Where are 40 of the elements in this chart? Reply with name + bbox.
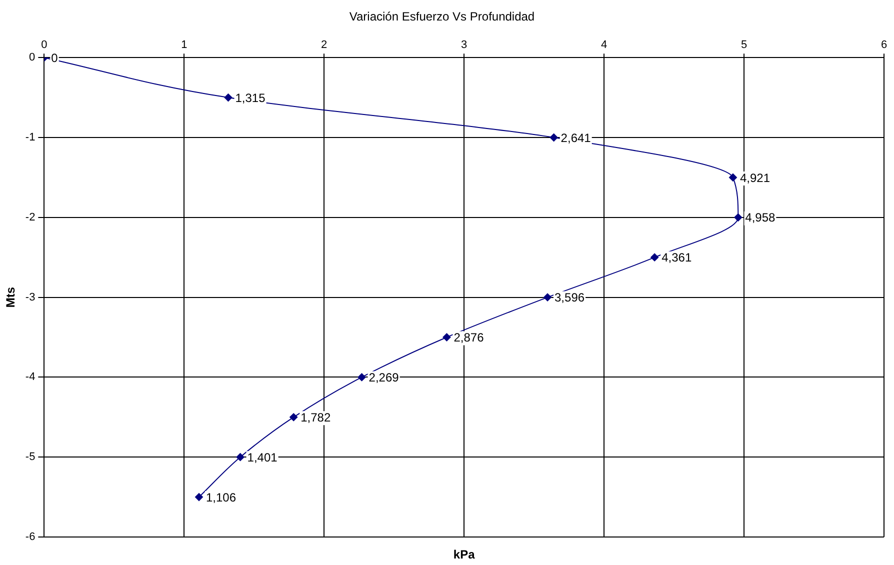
x-tick-label: 4 [601, 39, 608, 52]
x-tick-label: 1 [181, 39, 188, 52]
y-tick-label: -1 [25, 132, 36, 144]
point [358, 373, 366, 382]
y-tick-label: 0 [29, 52, 36, 64]
point [544, 293, 552, 302]
y-tick-label: -3 [25, 291, 36, 304]
x-tick-label: 0 [41, 39, 48, 52]
point [194, 493, 203, 502]
x-tick-label: 3 [461, 39, 468, 52]
y-tick-label: -5 [25, 451, 36, 464]
annotation: 1,401 [247, 450, 278, 464]
y-tick-label: -6 [25, 531, 36, 544]
annotation: 1,106 [206, 490, 236, 504]
annotation: 2,269 [368, 370, 400, 385]
annotation: 1,782 [300, 410, 331, 424]
annotation: 4,361 [662, 250, 692, 265]
point [650, 253, 659, 262]
annotation: 2,641 [560, 130, 592, 145]
annotation: 0 [51, 50, 58, 65]
point [224, 94, 232, 102]
x-tick-label: 6 [880, 39, 888, 52]
annotation: 1,315 [235, 90, 266, 105]
y-tick-label: -4 [25, 371, 36, 384]
annotation: 3,596 [554, 290, 585, 305]
point [236, 453, 244, 462]
y-tick-label: -2 [25, 211, 36, 224]
annotation: 4,921 [740, 170, 770, 185]
x-axis-title: kPa [453, 547, 476, 562]
chart-title: Variación Esfuerzo Vs Profundidad [349, 10, 535, 24]
point [290, 413, 298, 422]
x-tick-label: 5 [740, 39, 748, 52]
x-tick-label: 2 [321, 39, 328, 52]
annotation: 2,876 [454, 330, 484, 345]
y-axis-title: Mts [4, 286, 18, 308]
point [734, 213, 742, 222]
annotation: 4,958 [745, 210, 776, 225]
point [728, 173, 737, 182]
point [550, 134, 558, 142]
point [442, 333, 451, 342]
